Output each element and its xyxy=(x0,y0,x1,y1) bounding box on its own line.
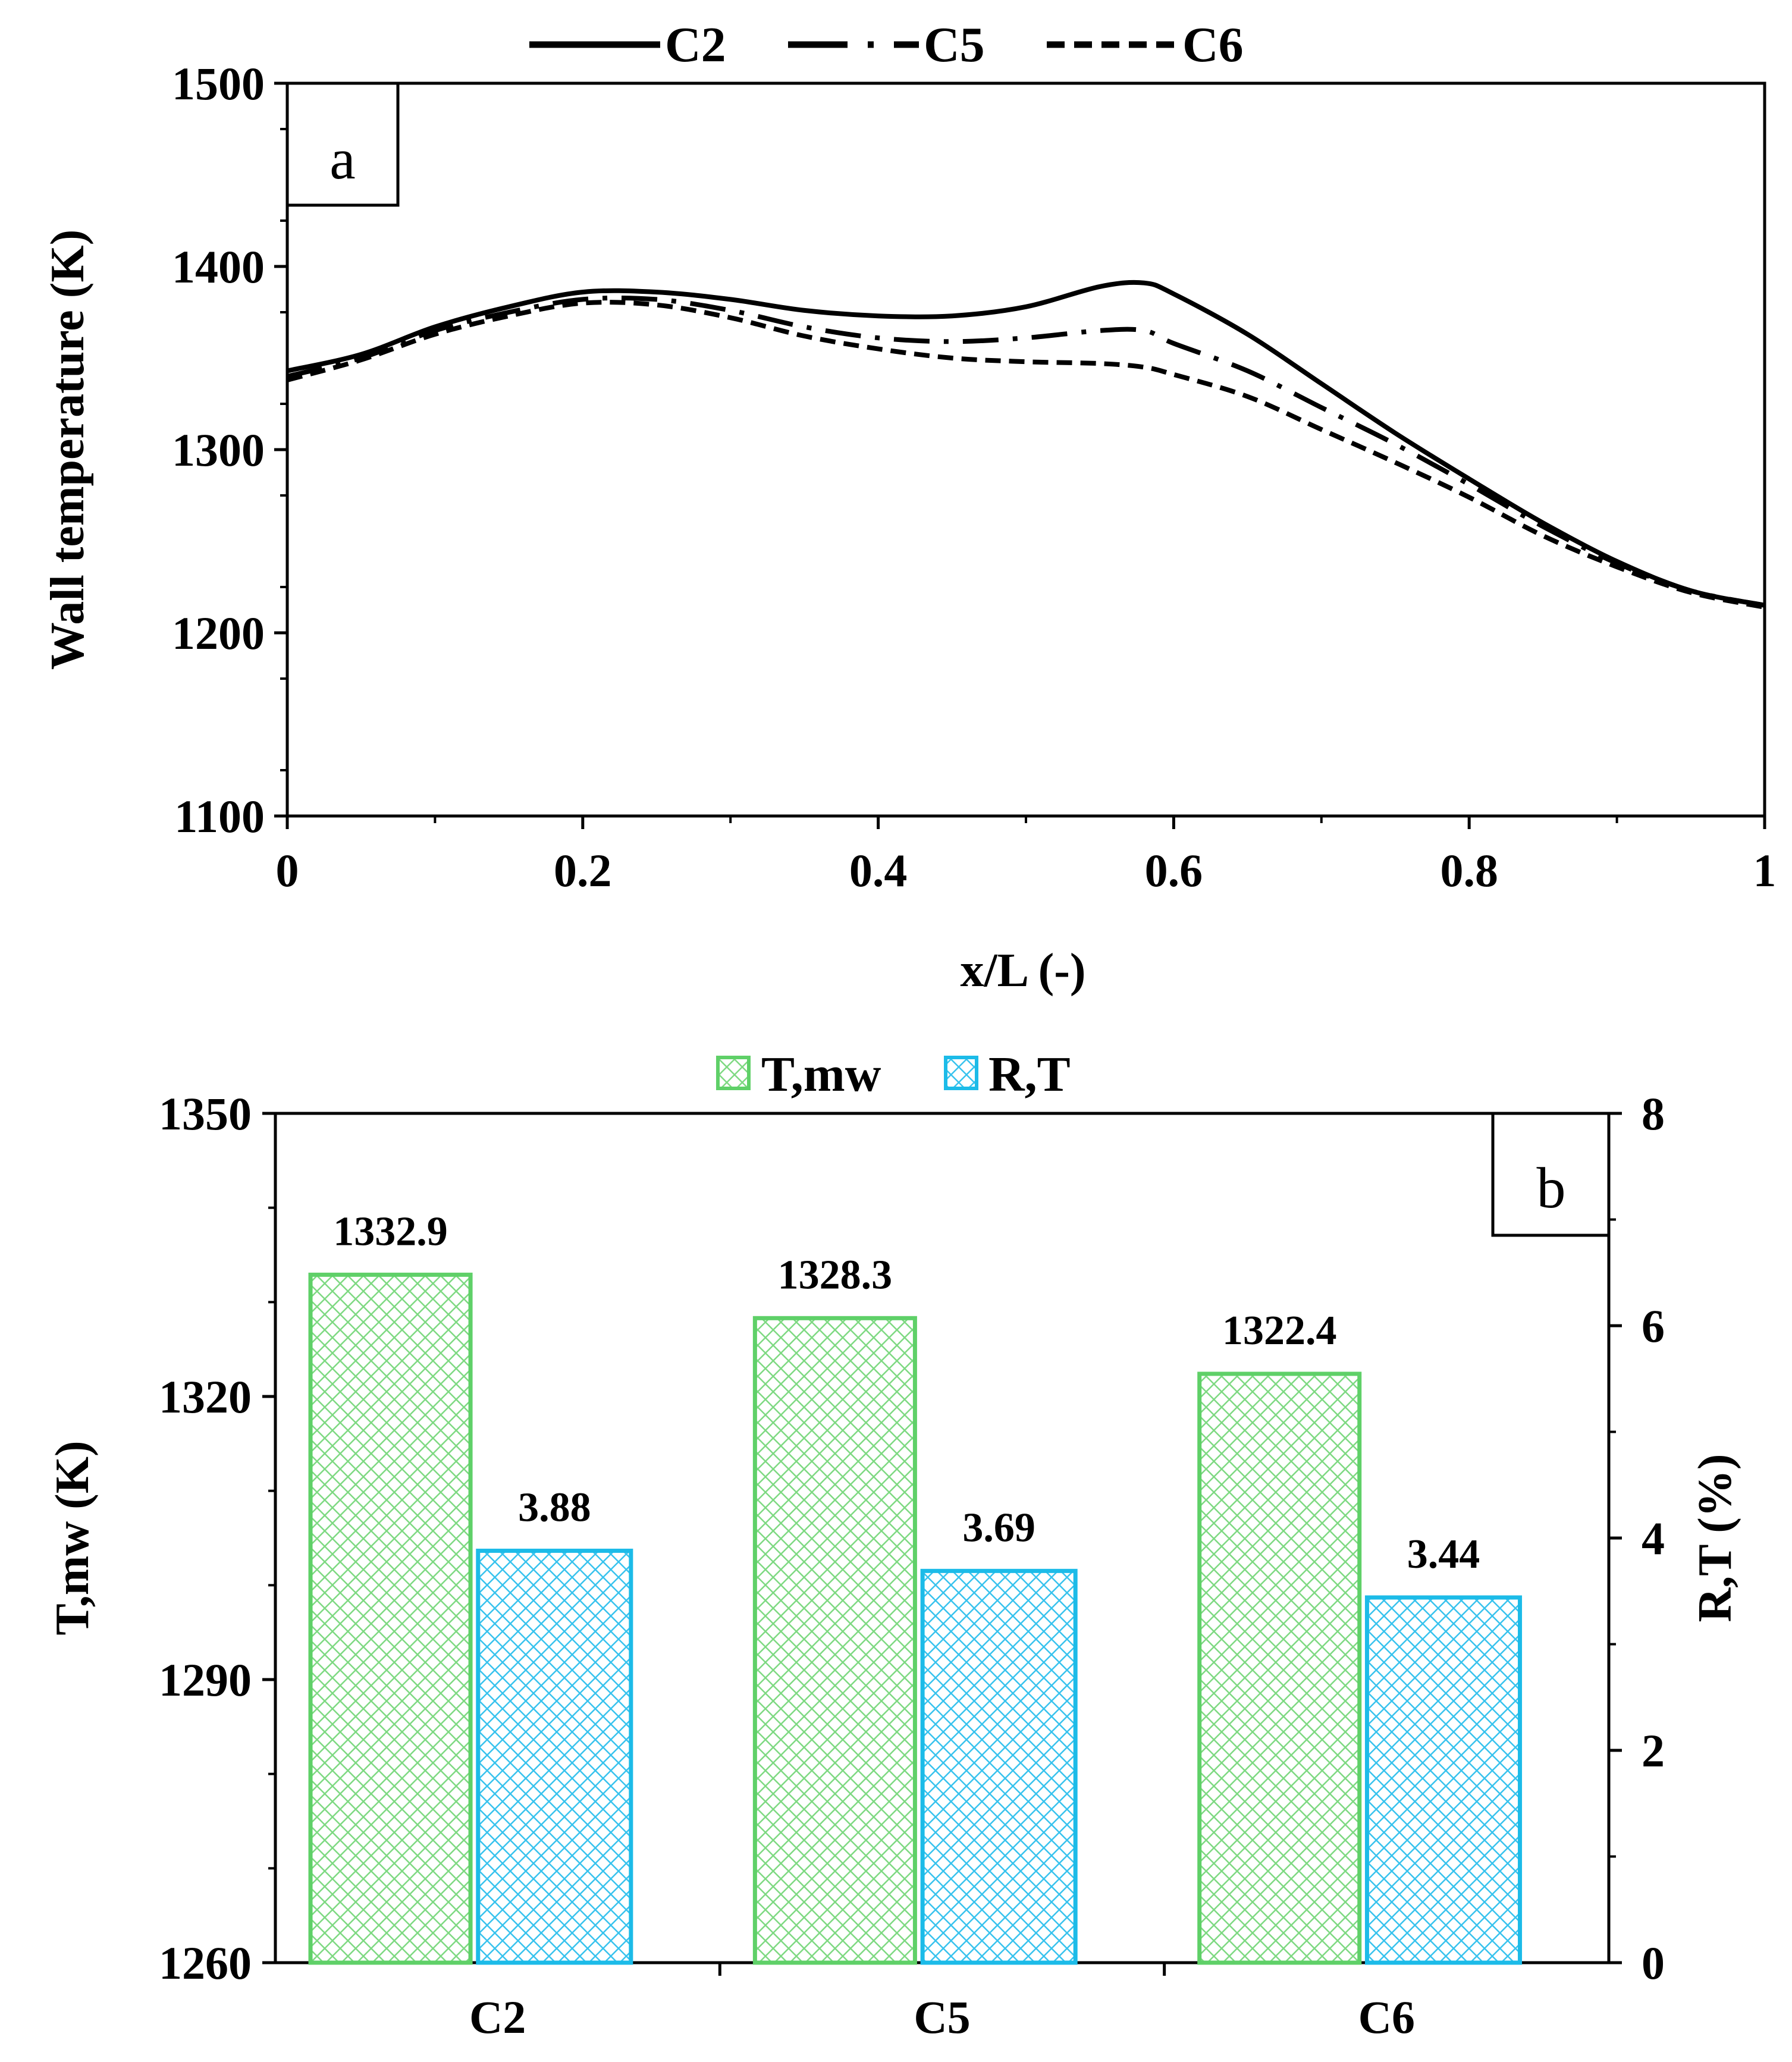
legend-swatch-rt xyxy=(944,1056,978,1090)
bar-series-group: 1332.9 3.88 1328.3 3.69 1322.4 3.44 xyxy=(308,1209,1523,1965)
right-tick-label: 4 xyxy=(1642,1512,1665,1564)
y-tick-label: 1500 xyxy=(172,58,265,109)
bar-rt-c2 xyxy=(476,1548,633,1965)
legend-label-c5: C5 xyxy=(924,17,985,73)
x-tick-label: 0.2 xyxy=(554,845,612,896)
legend-entry-c2: C2 xyxy=(529,17,726,73)
line-legend: C2 C5 C6 xyxy=(529,17,1244,73)
chart-bar-panel: T,mw R,T 1332.93.881328.33.691322.43.44 … xyxy=(46,1047,1741,2043)
left-tick-label: 1260 xyxy=(159,1937,252,1989)
right-tick-label: 8 xyxy=(1642,1088,1665,1140)
line-x-axis: 0 0.2 0.4 0.6 0.8 1 xyxy=(276,816,1777,896)
legend-label-rt: R,T xyxy=(988,1047,1071,1102)
line-y-axis-title: Wall temperature (K) xyxy=(42,230,94,670)
legend-entry-rt: R,T xyxy=(944,1047,1071,1102)
line-x-axis-title: x/L (-) xyxy=(960,944,1085,997)
data-label-tmw-c2: 1332.9 xyxy=(333,1209,448,1254)
right-tick-label: 0 xyxy=(1642,1937,1665,1989)
legend-label-c2: C2 xyxy=(665,17,726,73)
panel-b-label-box: b xyxy=(1491,1112,1611,1237)
left-tick-label: 1320 xyxy=(159,1371,252,1423)
bar-tmw-c2 xyxy=(308,1272,473,1965)
bar-rt-c5 xyxy=(920,1568,1078,1965)
panel-a-box xyxy=(285,81,400,207)
left-tick-label: 1290 xyxy=(159,1654,252,1706)
left-tick-label: 1350 xyxy=(159,1088,252,1140)
bar-left-axis-title: T,mw (K) xyxy=(46,1440,99,1635)
legend-entry-tmw: T,mw xyxy=(716,1047,881,1102)
bar-right-axis-title: R,T (%) xyxy=(1689,1454,1741,1622)
series-line-c6 xyxy=(286,300,1765,610)
line-plot-area xyxy=(285,81,1766,818)
bar-rt-c6 xyxy=(1364,1595,1523,1965)
series-line-c2 xyxy=(287,280,1765,608)
panel-a-label-box: a xyxy=(285,81,400,207)
y-tick-label: 1200 xyxy=(172,607,265,659)
panel-b-box xyxy=(1491,1112,1611,1237)
data-label-rt-c6: 3.44 xyxy=(1407,1531,1480,1577)
x-tick-label: 0.8 xyxy=(1440,845,1498,896)
bar-right-axis: 0 2 4 6 8 xyxy=(1609,1088,1665,1989)
legend-entry-c6: C6 xyxy=(1047,17,1244,73)
y-tick-label: 1400 xyxy=(172,241,265,293)
y-tick-label: 1100 xyxy=(174,790,265,842)
x-tick-label: 0 xyxy=(276,845,299,896)
right-tick-label: 2 xyxy=(1642,1725,1665,1777)
x-tick-label: 0.4 xyxy=(849,845,908,896)
panel-b-label: b xyxy=(1537,1156,1566,1220)
data-label-rt-c5: 3.69 xyxy=(962,1505,1035,1551)
category-label: C6 xyxy=(1358,1991,1415,2043)
category-label: C5 xyxy=(914,1991,970,2043)
category-label: C2 xyxy=(469,1991,526,2043)
bar-tmw-c6 xyxy=(1197,1371,1362,1965)
x-tick-label: 1 xyxy=(1753,845,1777,896)
bar-category-axis: C2 C5 C6 xyxy=(469,1963,1415,2043)
x-tick-label: 0.6 xyxy=(1145,845,1203,896)
line-series-group xyxy=(286,280,1765,610)
data-label-tmw-c6: 1322.4 xyxy=(1222,1308,1337,1354)
legend-swatch-tmw xyxy=(716,1056,751,1090)
line-y-axis: 1100 1200 1300 1400 1500 xyxy=(172,58,287,842)
bar-legend: T,mw R,T xyxy=(716,1047,1071,1102)
data-label-rt-c2: 3.88 xyxy=(518,1484,591,1530)
legend-label-tmw: T,mw xyxy=(761,1047,881,1102)
legend-label-c6: C6 xyxy=(1182,17,1244,73)
legend-entry-c5: C5 xyxy=(788,17,985,73)
panel-a-label: a xyxy=(329,127,356,192)
bar-left-axis: 1260 1290 1320 1350 xyxy=(159,1088,275,1989)
right-tick-label: 6 xyxy=(1642,1300,1665,1352)
bar-tmw-c5 xyxy=(752,1316,917,1965)
data-label-tmw-c5: 1328.3 xyxy=(778,1252,893,1298)
y-tick-label: 1300 xyxy=(172,424,265,476)
series-line-c5 xyxy=(287,295,1765,608)
